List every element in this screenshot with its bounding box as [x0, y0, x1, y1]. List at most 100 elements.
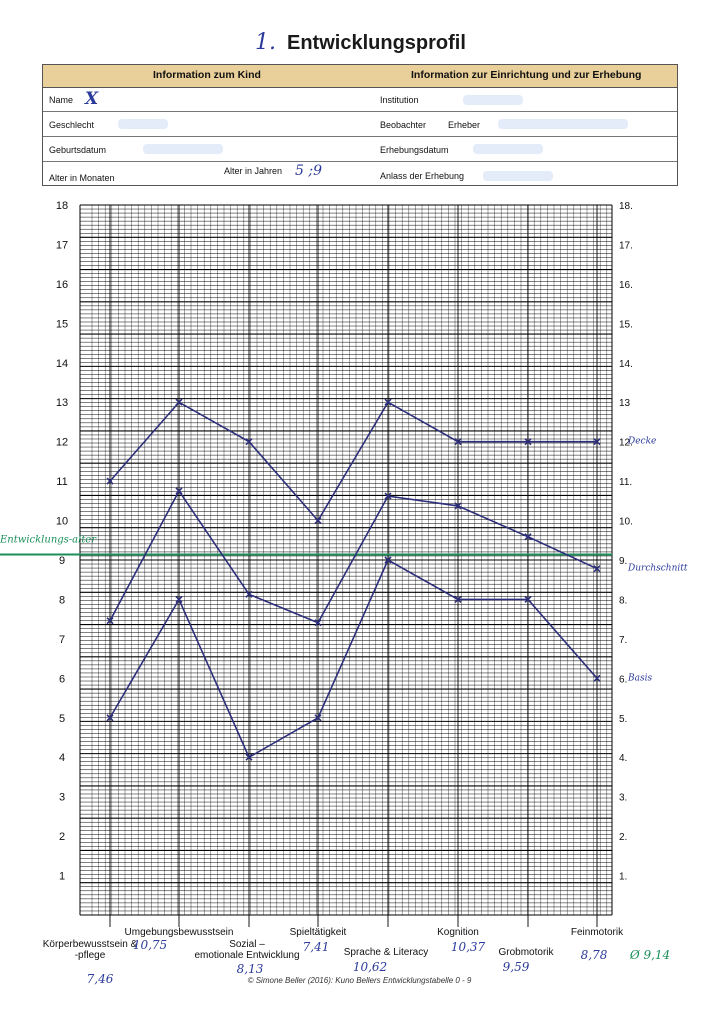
series-label: Decke [627, 437, 656, 447]
right-tick-label: 5. [619, 714, 627, 725]
redacted-survey-date [473, 144, 543, 154]
dob-label: Geburtsdatum [49, 145, 107, 155]
right-tick-label: 10. [619, 517, 633, 528]
data-point [314, 619, 322, 627]
data-point [384, 492, 392, 500]
right-tick-label: 13 [619, 398, 631, 409]
category-label: Sozial – emotionale Entwicklung [194, 939, 299, 961]
age-years-label: Alter in Jahren [224, 166, 283, 176]
left-tick-label: 4 [59, 752, 65, 764]
reason-label: Anlass der Erhebung [380, 171, 465, 181]
series-line-decke [109, 401, 597, 522]
data-point [384, 556, 392, 564]
redacted-observer [498, 119, 628, 129]
right-header: Information zur Einrichtung und zur Erhe… [411, 69, 642, 81]
left-tick-label: 12 [56, 437, 68, 449]
series-label: Basis [627, 673, 652, 683]
right-tick-label: 7. [619, 635, 627, 646]
left-tick-label: 1 [59, 871, 65, 883]
right-tick-label: 17. [619, 240, 633, 251]
data-point [245, 590, 253, 598]
handwritten-value: 8,13 [237, 962, 264, 976]
left-tick-label: 11 [56, 476, 67, 488]
category-label: Körperbewusstsein & -pflege [43, 939, 138, 961]
data-point [454, 595, 462, 604]
data-point [454, 502, 462, 510]
left-tick-label: 2 [59, 831, 65, 843]
redacted-institution [463, 95, 523, 105]
handwritten-value: 9,59 [503, 960, 530, 974]
category-label: Sprache & Literacy [344, 947, 429, 958]
left-tick-label: 7 [59, 634, 65, 646]
left-tick-label: 17 [56, 239, 68, 251]
right-tick-label: 16. [619, 280, 633, 291]
right-tick-label: 3. [619, 793, 627, 804]
data-point [175, 398, 183, 406]
copyright-footer: © Simone Beller (2016): Kuno Bellers Ent… [247, 976, 472, 985]
data-point [106, 617, 114, 625]
data-point [524, 595, 532, 604]
left-tick-label: 3 [59, 792, 65, 804]
data-point [106, 477, 114, 485]
right-tick-label: 18. [619, 201, 633, 212]
data-point [524, 438, 532, 446]
redacted-dob [143, 144, 223, 154]
info-table: Information zum Kind Information zur Ein… [42, 64, 678, 186]
right-tick-label: 15. [619, 319, 633, 330]
left-tick-label: 5 [59, 713, 65, 725]
left-tick-label: 16 [56, 279, 68, 291]
right-tick-label: 8. [619, 595, 627, 606]
info-row-name: Name X Institution [43, 87, 677, 112]
data-point [175, 595, 183, 604]
institution-label: Institution [380, 95, 419, 105]
left-tick-label: 13 [56, 397, 68, 409]
right-tick-label: 11. [619, 477, 632, 488]
handwritten-value: 10,75 [133, 938, 167, 952]
data-point [524, 533, 532, 541]
development-chart: 1 2 3 4 5 6 7 8 9 10 11 12 13 14 15 16 17 18 1. 2. 3. 4. 5. 6. 7… [0, 195, 719, 995]
left-tick-label: 9 [59, 555, 65, 567]
reference-line-label: Entwicklungs-alter [0, 534, 97, 545]
data-point [106, 714, 114, 722]
right-tick-label: 14. [619, 359, 633, 370]
handwritten-value: 8,78 [581, 948, 608, 962]
name-label: Name [49, 95, 74, 105]
category-label: Spieltätigkeit [290, 927, 347, 938]
category-label: Feinmotorik [571, 927, 624, 938]
left-tick-label: 10 [56, 516, 68, 528]
title-row: 1. Entwicklungsprofil [0, 28, 719, 62]
series-label: Durchschnitt [627, 564, 688, 574]
data-point [454, 438, 462, 446]
left-header: Information zum Kind [153, 69, 261, 81]
handwritten-value: 7,41 [303, 940, 330, 954]
left-tick-label: 6 [59, 673, 65, 685]
data-point [314, 714, 322, 722]
data-point [175, 487, 183, 495]
data-point [593, 565, 601, 573]
page-title: Entwicklungsprofil [287, 32, 466, 54]
left-tick-label: 14 [56, 358, 68, 370]
observer-value: Erheber [448, 120, 481, 130]
age-years-value: 5 ;9 [295, 163, 322, 179]
sex-label: Geschlecht [49, 120, 95, 130]
right-tick-label: 9. [619, 556, 627, 567]
info-row-sex: Geschlecht Beobachter Erheber [43, 112, 677, 137]
data-point [245, 438, 253, 446]
average-note: Ø 9,14 [629, 948, 670, 962]
category-label: Kognition [437, 927, 479, 938]
category-label: Umgebungsbewusstsein [125, 927, 234, 938]
data-point [245, 753, 253, 761]
info-row-age: Alter in Monaten Alter in Jahren 5 ;9 An… [43, 162, 677, 186]
series-line-basis [109, 558, 598, 759]
observer-label: Beobachter [380, 120, 427, 130]
left-tick-label: 18 [56, 200, 68, 212]
handwritten-value: 7,46 [87, 972, 114, 986]
data-point [593, 438, 601, 446]
age-months-label: Alter in Monaten [49, 173, 115, 183]
series-line-durchschnitt [109, 489, 598, 624]
info-table-header: Information zum Kind Information zur Ein… [43, 65, 677, 88]
handwritten-value: 10,62 [353, 960, 387, 974]
survey-date-label: Erhebungsdatum [380, 145, 449, 155]
category-label: Grobmotorik [498, 947, 554, 958]
right-tick-label: 2. [619, 832, 627, 843]
